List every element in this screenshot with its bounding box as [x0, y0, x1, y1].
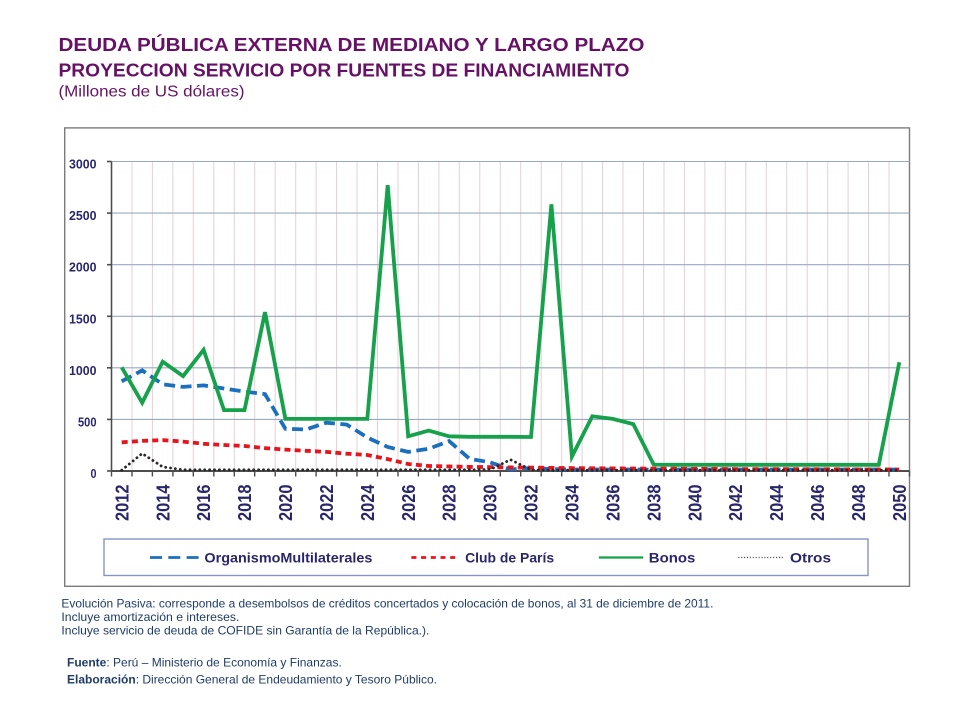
svg-text:1000: 1000 — [69, 364, 97, 378]
svg-text:500: 500 — [78, 415, 97, 429]
svg-text:2038: 2038 — [644, 485, 664, 522]
svg-text:Elaboración: Dirección Genera: Elaboración: Dirección General de Endeud… — [67, 672, 437, 686]
svg-text:0: 0 — [91, 467, 97, 481]
svg-text:Club de París: Club de París — [465, 550, 554, 566]
svg-text:2500: 2500 — [69, 209, 97, 223]
svg-text:2022: 2022 — [317, 485, 337, 522]
svg-text:2034: 2034 — [563, 485, 583, 522]
svg-text:2046: 2046 — [808, 485, 828, 522]
svg-text:2026: 2026 — [399, 485, 419, 522]
svg-text:Bonos: Bonos — [649, 550, 696, 566]
svg-text:PROYECCION SERVICIO POR FUENTE: PROYECCION SERVICIO POR FUENTES DE FINAN… — [59, 61, 630, 81]
svg-text:Organismo Multilaterales: Organismo Multilaterales — [204, 550, 372, 566]
svg-text:2012: 2012 — [112, 485, 132, 522]
svg-text:3000: 3000 — [69, 158, 97, 172]
svg-text:2032: 2032 — [522, 485, 542, 522]
svg-text:2028: 2028 — [440, 485, 460, 522]
svg-text:1500: 1500 — [69, 312, 97, 326]
svg-text:2020: 2020 — [276, 485, 296, 522]
svg-text:Incluye servicio de deuda de C: Incluye servicio de deuda de COFIDE sin … — [61, 623, 429, 637]
svg-text:2036: 2036 — [603, 485, 623, 522]
svg-text:2048: 2048 — [849, 485, 869, 522]
svg-text:Evolución Pasiva: corresponde: Evolución Pasiva: corresponde a desembol… — [61, 597, 713, 611]
svg-text:2016: 2016 — [194, 485, 214, 522]
svg-text:2030: 2030 — [481, 485, 501, 522]
svg-text:2014: 2014 — [153, 485, 173, 522]
svg-text:2042: 2042 — [726, 485, 746, 522]
svg-text:Fuente: Perú – Ministerio de E: Fuente: Perú – Ministerio de Economía y … — [67, 656, 342, 670]
svg-text:2018: 2018 — [235, 485, 255, 522]
svg-text:Incluye amortización e interes: Incluye amortización e intereses. — [61, 610, 239, 624]
svg-text:2050: 2050 — [890, 485, 910, 522]
svg-text:2040: 2040 — [685, 485, 705, 522]
svg-text:(Millones de US dólares): (Millones de US dólares) — [59, 84, 245, 101]
svg-text:2044: 2044 — [767, 485, 787, 522]
svg-text:2000: 2000 — [69, 261, 97, 275]
svg-text:Otros: Otros — [790, 550, 831, 566]
svg-text:2024: 2024 — [358, 485, 378, 522]
svg-text:DEUDA PÚBLICA EXTERNA DE MEDIA: DEUDA PÚBLICA EXTERNA DE MEDIANO Y LARGO… — [59, 34, 645, 55]
